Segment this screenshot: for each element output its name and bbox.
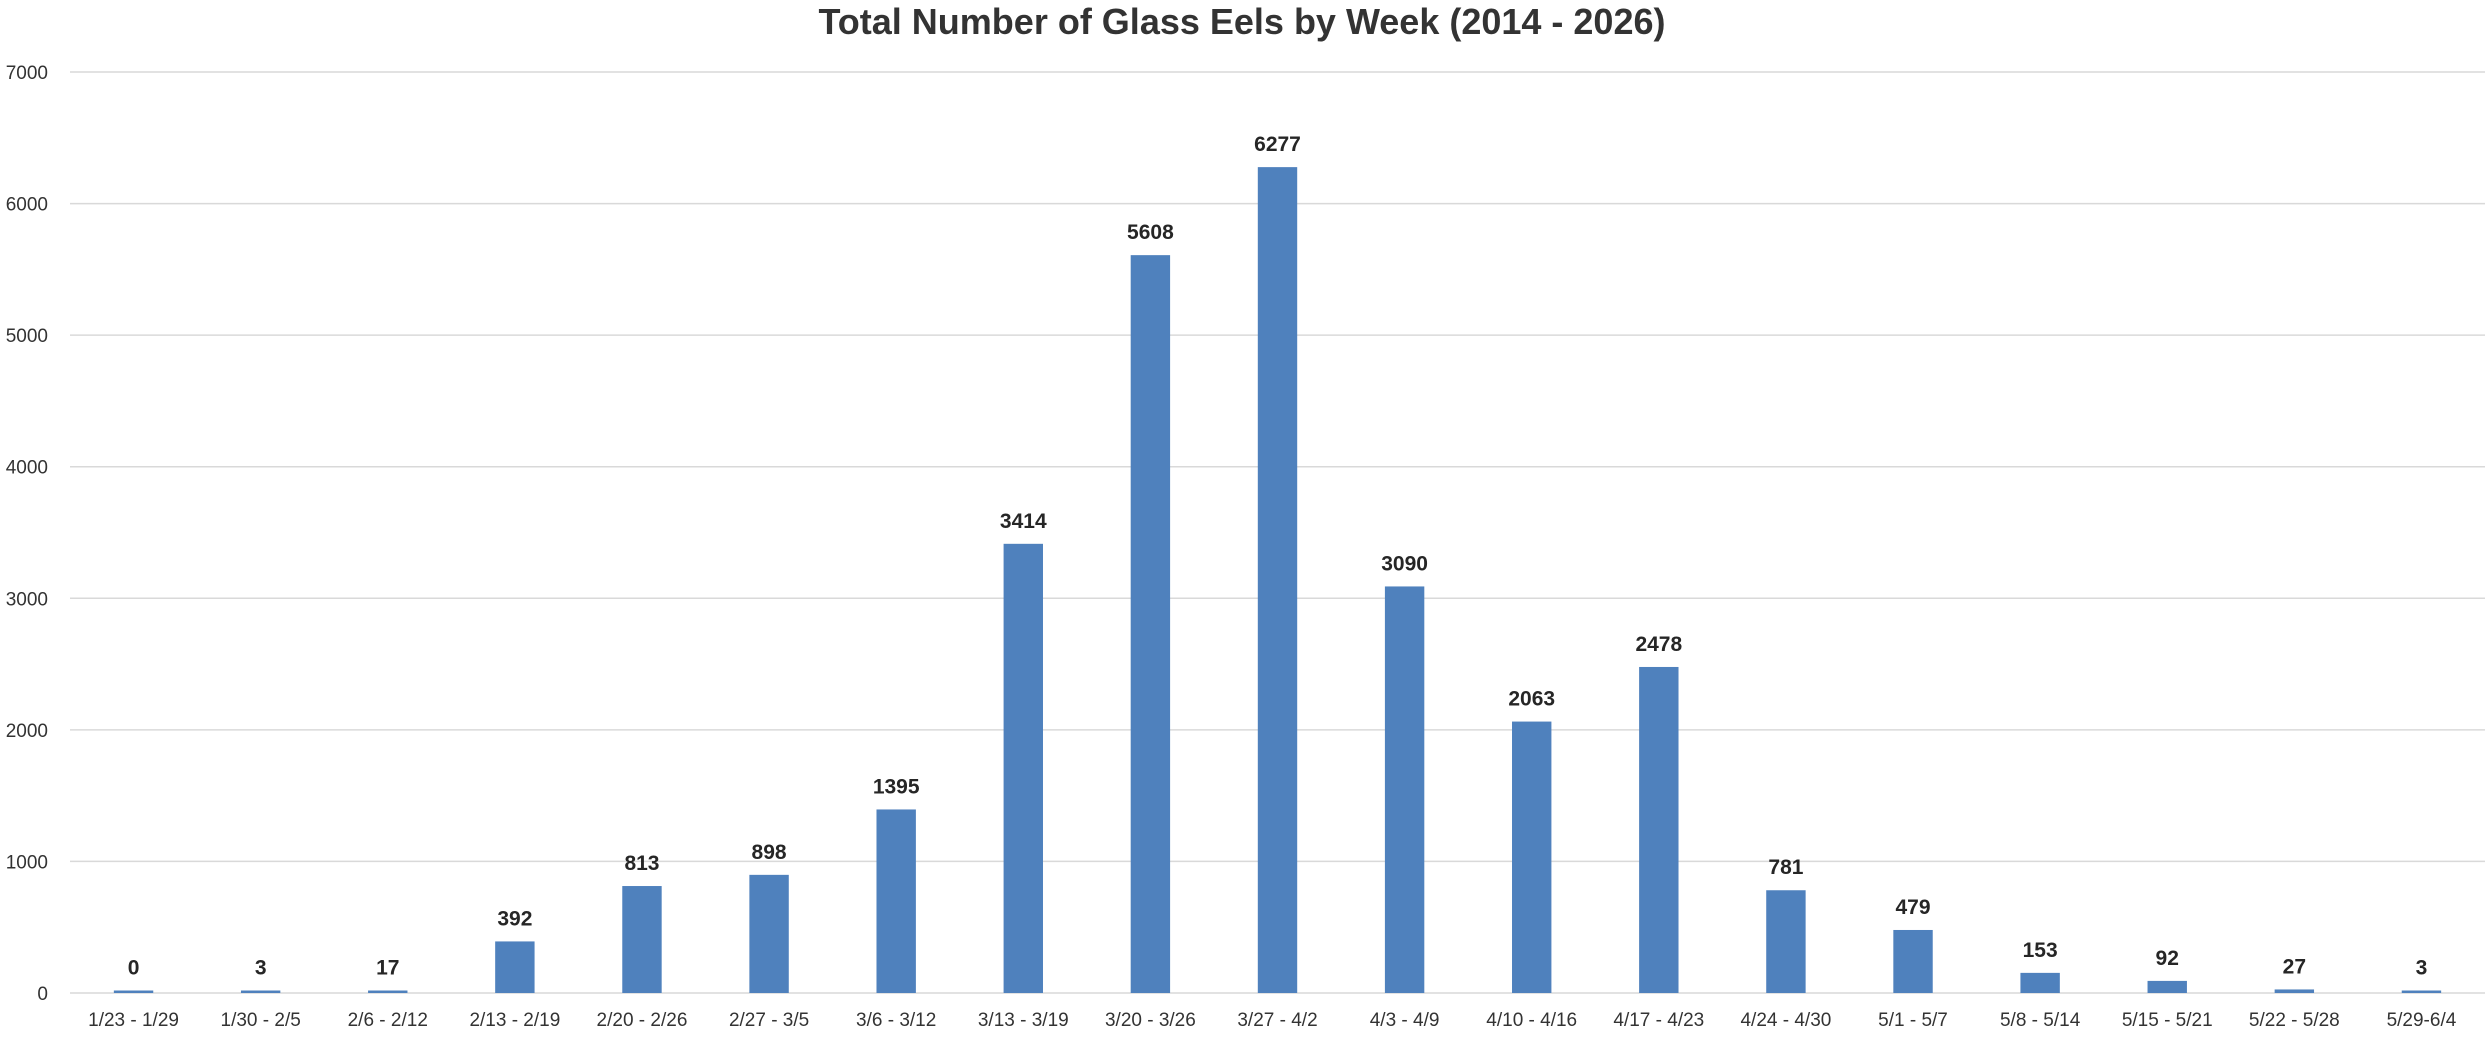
x-tick-label: 3/20 - 3/26 <box>1105 1010 1196 1031</box>
bar <box>113 990 154 993</box>
data-label: 2063 <box>1508 688 1555 711</box>
x-tick-label: 2/27 - 3/5 <box>729 1010 809 1031</box>
bar <box>2020 972 2060 993</box>
data-label: 153 <box>2023 939 2058 962</box>
x-tick-label: 5/8 - 5/14 <box>2000 1010 2081 1031</box>
bar <box>495 941 535 993</box>
x-tick-label: 2/20 - 2/26 <box>597 1010 688 1031</box>
bar <box>2401 990 2442 993</box>
data-label: 17 <box>376 957 399 980</box>
data-label: 0 <box>128 957 140 980</box>
bar <box>1893 929 1933 993</box>
bar <box>1639 666 1679 993</box>
bar <box>1003 543 1043 993</box>
y-tick-label: 7000 <box>6 63 48 84</box>
y-tick-label: 6000 <box>6 195 48 216</box>
data-label: 3090 <box>1381 552 1428 575</box>
x-tick-label: 3/27 - 4/2 <box>1237 1010 1317 1031</box>
data-label: 5608 <box>1127 221 1174 244</box>
bars <box>113 167 2442 993</box>
data-label: 781 <box>1768 856 1803 879</box>
bar <box>1130 255 1171 993</box>
x-tick-label: 4/3 - 4/9 <box>1370 1010 1440 1031</box>
bar <box>368 990 408 993</box>
x-tick-label: 4/17 - 4/23 <box>1613 1010 1704 1031</box>
x-tick-label: 1/30 - 2/5 <box>221 1010 301 1031</box>
x-tick-label: 2/13 - 2/19 <box>469 1010 560 1031</box>
y-tick-label: 2000 <box>6 721 48 742</box>
bar <box>1766 890 1806 993</box>
bar <box>2274 989 2315 993</box>
bar <box>1512 721 1552 993</box>
x-tick-label: 5/15 - 5/21 <box>2122 1010 2213 1031</box>
x-tick-label: 2/6 - 2/12 <box>348 1010 428 1031</box>
bar <box>876 809 916 993</box>
data-label: 3 <box>2416 957 2428 980</box>
x-axis-ticks: 1/23 - 1/29 1/30 - 2/5 2/6 - 2/12 2/13 - 2/… <box>88 1010 2457 1031</box>
y-axis-ticks: 0 1000 2000 3000 4000 5000 6000 7000 <box>6 63 48 1005</box>
chart-title: Total Number of Glass Eels by Week (2014… <box>818 1 1665 42</box>
y-tick-label: 4000 <box>6 458 48 479</box>
data-label: 3 <box>255 957 267 980</box>
x-tick-label: 3/6 - 3/12 <box>856 1010 936 1031</box>
bar <box>2147 980 2187 993</box>
x-tick-label: 5/29-6/4 <box>2387 1010 2457 1031</box>
x-tick-label: 1/23 - 1/29 <box>88 1010 179 1031</box>
bar <box>749 874 789 993</box>
x-tick-label: 5/22 - 5/28 <box>2249 1010 2340 1031</box>
data-label: 813 <box>624 852 659 875</box>
data-label: 92 <box>2156 947 2179 970</box>
data-label: 898 <box>752 841 787 864</box>
y-tick-label: 0 <box>37 984 48 1005</box>
bar <box>622 886 662 993</box>
x-tick-label: 4/24 - 4/30 <box>1740 1010 1831 1031</box>
bar <box>1384 586 1425 993</box>
y-tick-label: 3000 <box>6 589 48 610</box>
bar <box>240 990 281 993</box>
data-label: 3414 <box>1000 510 1047 533</box>
y-tick-label: 1000 <box>6 852 48 873</box>
data-label: 479 <box>1896 896 1931 919</box>
x-tick-label: 5/1 - 5/7 <box>1878 1010 1948 1031</box>
x-tick-label: 3/13 - 3/19 <box>978 1010 1069 1031</box>
y-tick-label: 5000 <box>6 326 48 347</box>
data-label: 1395 <box>873 775 920 798</box>
bar <box>1257 167 1298 993</box>
data-label: 6277 <box>1254 133 1301 156</box>
x-tick-label: 4/10 - 4/16 <box>1486 1010 1577 1031</box>
data-label: 392 <box>497 907 532 930</box>
data-label: 27 <box>2283 955 2306 978</box>
data-label: 2478 <box>1635 633 1682 656</box>
